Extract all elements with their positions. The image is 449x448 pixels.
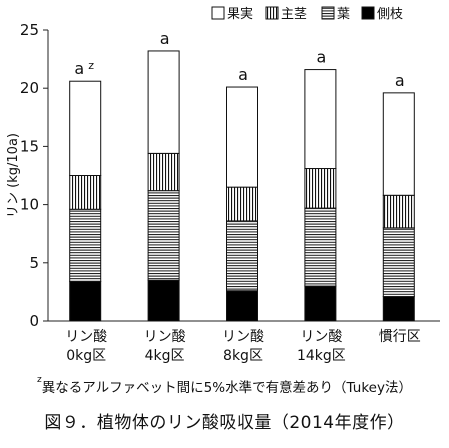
bar-segment-主茎 <box>382 194 415 229</box>
x-tick-label: 14kg区 <box>297 348 346 364</box>
footnote-text: 異なるアルファベット間に5%水準で有意差あり（Tukey法） <box>41 380 412 396</box>
legend-swatch-主茎 <box>265 6 279 20</box>
bar-segment-主茎 <box>226 186 258 222</box>
legend-label: 葉 <box>337 7 350 22</box>
y-tick-label: 25 <box>20 21 39 39</box>
x-tick-label: 慣行区 <box>379 328 421 345</box>
figure-caption: 図９．植物体のリン酸吸収量（2014年度作） <box>44 413 405 433</box>
y-tick-label: 20 <box>20 79 39 97</box>
bar-segment-葉 <box>69 208 102 282</box>
labels: a z リン酸 0kg区 a リン酸 4kg区 a リン酸 8kg区 a リン酸 14kg区 a 慣行区 <box>65 29 421 364</box>
bar-segment-主茎 <box>69 175 102 210</box>
bar-segment-主茎 <box>147 152 180 192</box>
x-tick-label: 0kg区 <box>66 348 106 364</box>
bar-segment-側枝 <box>69 280 102 322</box>
bar-segment-果実 <box>69 80 102 176</box>
legend-swatch-葉 <box>321 6 335 20</box>
x-tick-label: リン酸 <box>144 329 186 345</box>
significance-superscript: z <box>88 59 94 72</box>
significance-label: a <box>316 48 326 67</box>
bar-segment-側枝 <box>382 296 415 322</box>
significance-label: a <box>238 65 248 84</box>
x-tick-label: リン酸 <box>300 329 342 345</box>
footnote: z異なるアルファベット間に5%水準で有意差あり（Tukey法） <box>0 375 449 396</box>
bar-segment-側枝 <box>226 290 258 322</box>
legend-label: 側枝 <box>377 7 403 22</box>
significance-label: a <box>395 71 405 90</box>
bar-segment-果実 <box>226 86 258 188</box>
bar-segment-果実 <box>304 69 337 170</box>
legend: 果実 主茎 葉 側枝 <box>211 6 403 22</box>
bar-segment-側枝 <box>304 285 337 322</box>
bar-segment-側枝 <box>147 279 180 322</box>
bar-segment-果実 <box>147 50 180 154</box>
legend-swatch-側枝 <box>361 6 375 20</box>
bar-segment-葉 <box>382 227 415 298</box>
bar-segment-果実 <box>382 92 415 196</box>
x-tick-label: リン酸 <box>222 329 264 345</box>
bar-segment-葉 <box>226 220 258 292</box>
significance-label: a <box>160 29 170 48</box>
axes: 0 5 10 15 20 25 リン (kg/10a) <box>6 21 440 330</box>
y-axis-label: リン (kg/10a) <box>6 133 21 218</box>
y-tick-label: 0 <box>29 312 39 330</box>
legend-label: 果実 <box>227 6 253 22</box>
y-tick-label: 15 <box>20 137 39 155</box>
bar-segment-葉 <box>304 207 337 287</box>
footnote-marker: z <box>37 375 42 385</box>
bar-segment-葉 <box>147 190 180 281</box>
bars <box>69 50 415 322</box>
y-tick-label: 10 <box>20 196 39 214</box>
x-tick-label: 8kg区 <box>223 348 263 364</box>
legend-swatch-果実 <box>211 6 225 20</box>
stacked-bar-chart: 果実 主茎葉側枝 0510152025リン (kg/10a) a zリン酸0kg区a… <box>6 6 440 364</box>
y-tick-label: 5 <box>29 254 39 272</box>
legend-label: 主茎 <box>281 7 307 22</box>
x-tick-label: リン酸 <box>65 329 107 345</box>
x-tick-label: 4kg区 <box>145 348 185 364</box>
bar-segment-主茎 <box>304 168 337 209</box>
